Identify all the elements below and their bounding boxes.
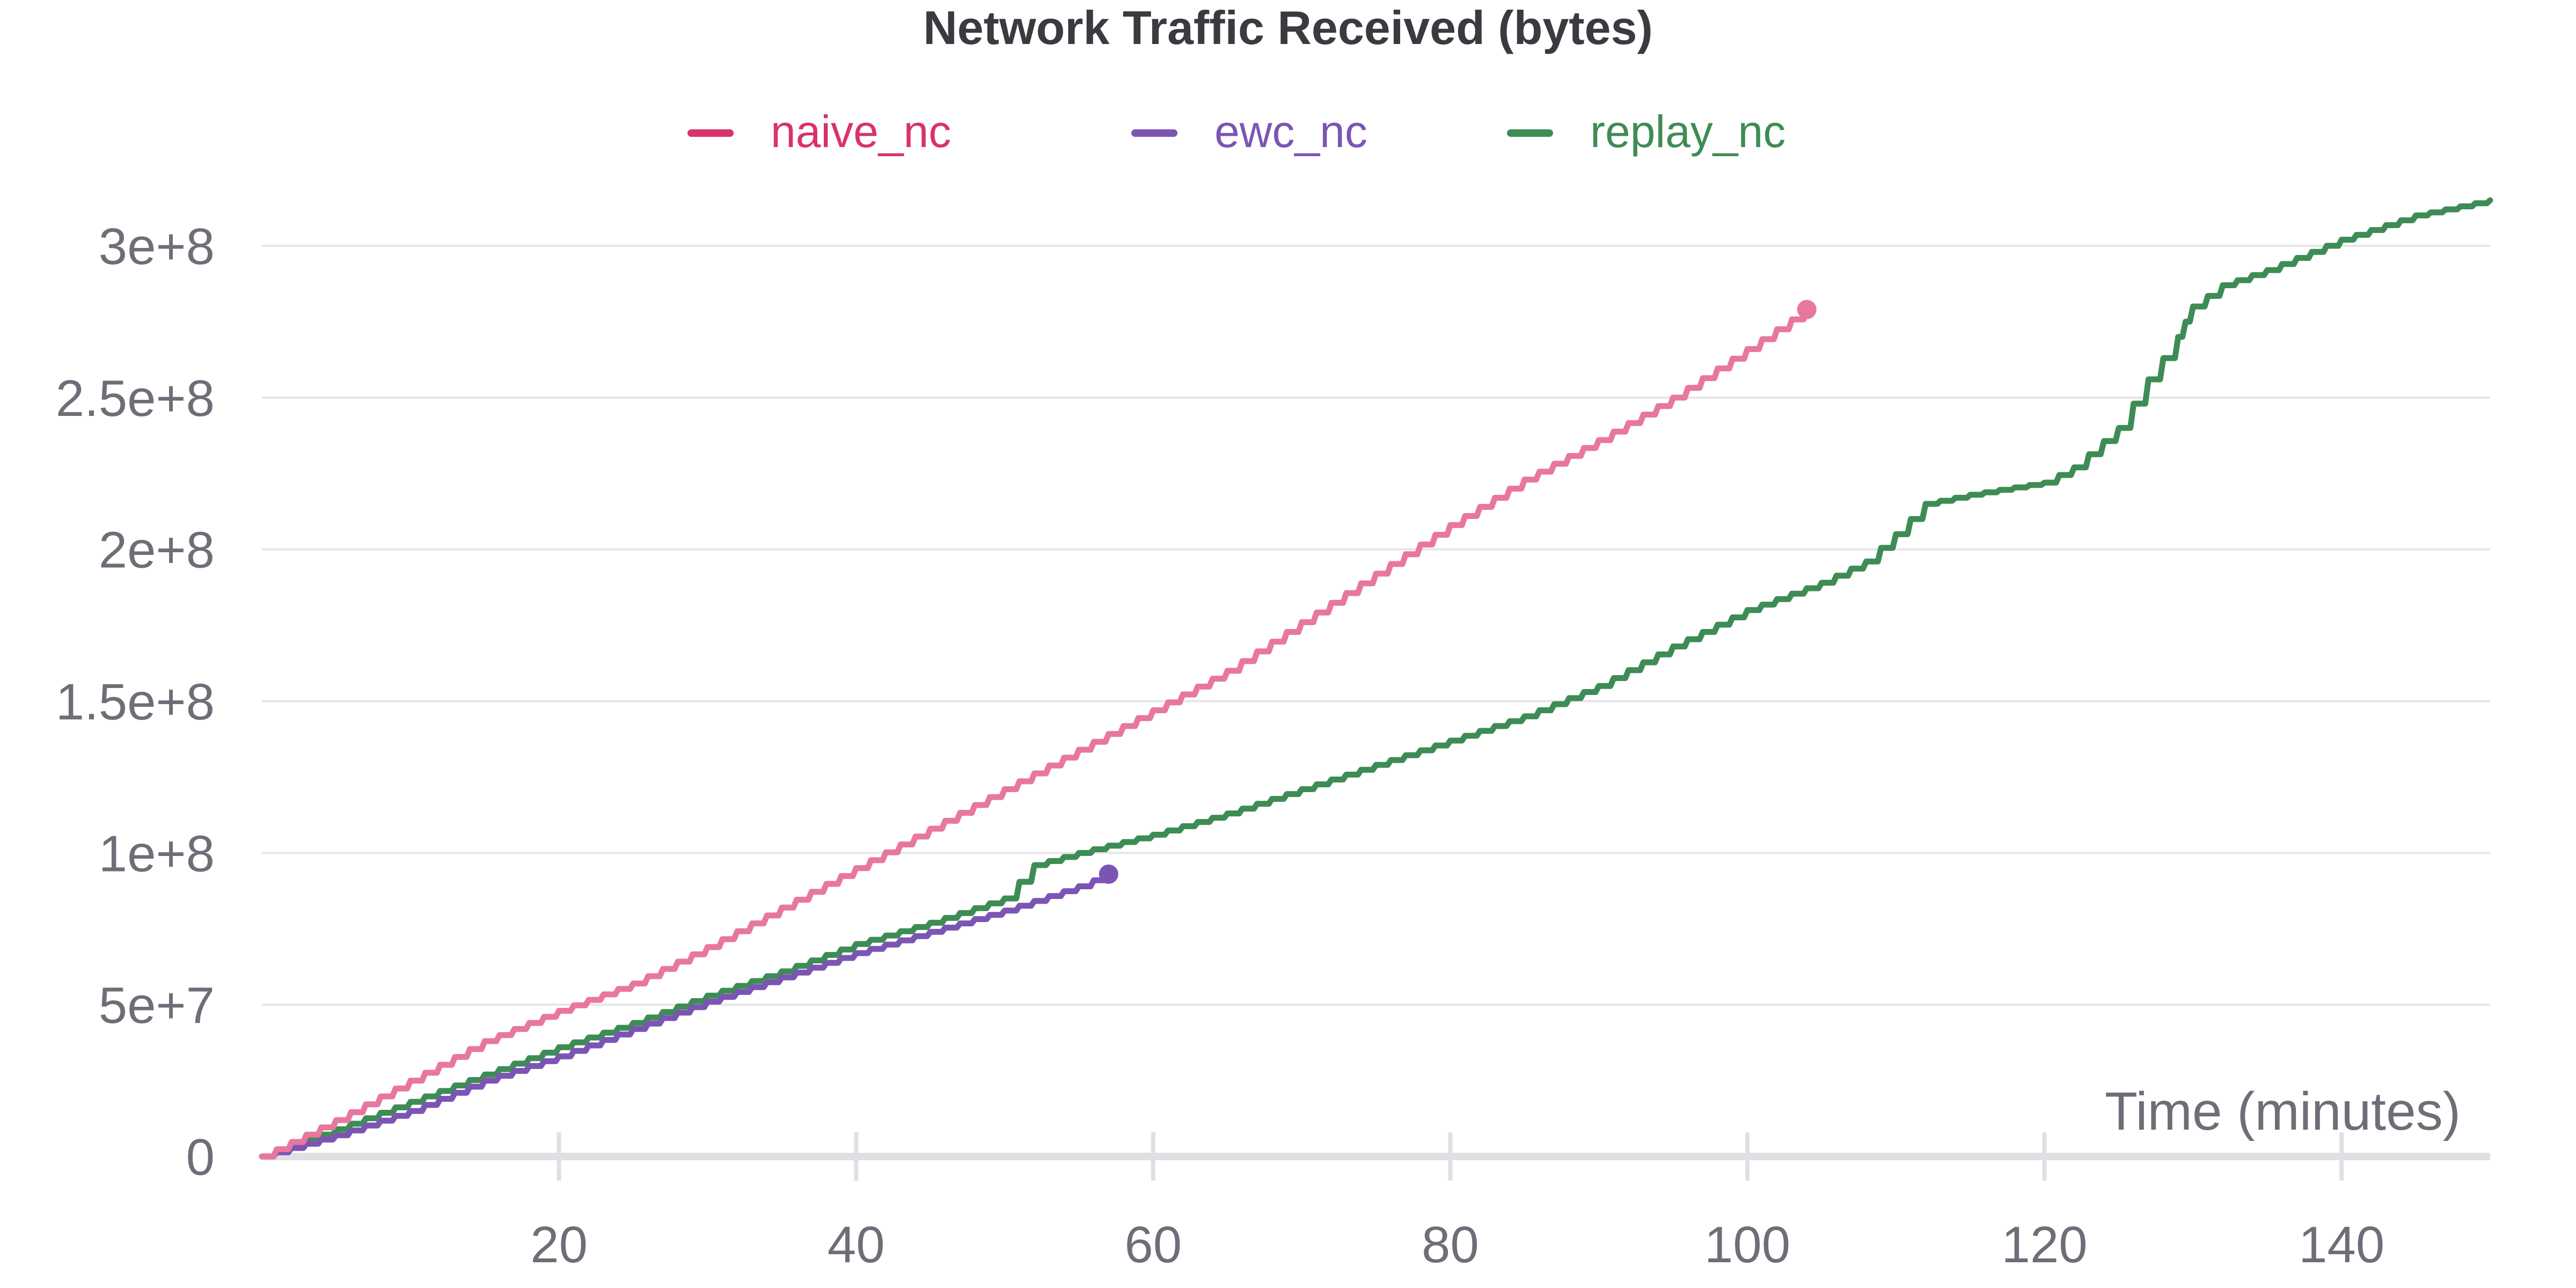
- x-axis-title: Time (minutes): [2105, 1081, 2461, 1141]
- legend-label: replay_nc: [1590, 106, 1785, 157]
- chart-title: Network Traffic Received (bytes): [923, 1, 1653, 54]
- legend-item-ewc_nc[interactable]: ewc_nc: [1131, 106, 1367, 157]
- legend-label: naive_nc: [771, 106, 951, 157]
- legend-item-replay_nc[interactable]: replay_nc: [1507, 106, 1785, 157]
- x-tick-label: 40: [828, 1216, 885, 1274]
- y-tick-label: 1.5e+8: [56, 674, 215, 731]
- x-tick-label: 60: [1124, 1216, 1182, 1274]
- legend-item-naive_nc[interactable]: naive_nc: [687, 106, 951, 157]
- x-tick-label: 120: [2002, 1216, 2088, 1274]
- y-tick-label: 2.5e+8: [56, 370, 215, 427]
- series-end-marker-naive_nc: [1797, 299, 1817, 319]
- x-tick-label: 140: [2299, 1216, 2384, 1274]
- y-tick-label: 0: [186, 1129, 215, 1186]
- legend: naive_nc ewc_nc replay_nc: [687, 106, 1785, 157]
- y-tick-label: 5e+7: [99, 977, 215, 1034]
- grid: [262, 245, 2490, 1006]
- x-axis: 20 40 60 80 100 120 140: [262, 1132, 2490, 1274]
- x-tick-label: 20: [530, 1216, 588, 1274]
- y-tick-label: 3e+8: [99, 218, 215, 275]
- legend-label: ewc_nc: [1214, 106, 1367, 157]
- x-tick-label: 80: [1422, 1216, 1479, 1274]
- series-line-naive_nc: [259, 306, 1810, 1160]
- y-tick-label: 1e+8: [99, 825, 215, 882]
- series-end-marker-ewc_nc: [1099, 864, 1118, 884]
- x-tick-label: 100: [1704, 1216, 1790, 1274]
- series-layer: [259, 197, 2493, 1160]
- series-line-replay_nc: [259, 197, 2493, 1160]
- series-line-ewc_nc: [259, 871, 1112, 1160]
- y-tick-label: 2e+8: [99, 522, 215, 579]
- y-axis-ticks: 0 5e+7 1e+8 1.5e+8 2e+8 2.5e+8 3e+8: [56, 218, 215, 1186]
